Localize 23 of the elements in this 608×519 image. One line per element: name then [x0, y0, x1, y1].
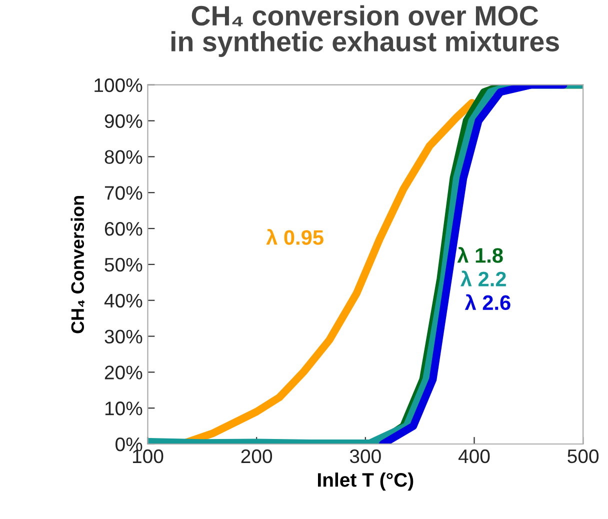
y-tick-label: 70%: [104, 186, 142, 200]
x-tick-label: 500: [568, 449, 599, 464]
x-tick-label: 100: [133, 449, 164, 464]
x-tick-label: 400: [458, 449, 490, 464]
text: λ 0.95: [266, 229, 324, 245]
y-tick-label: 60%: [104, 222, 142, 236]
series-label: λ 1.8: [457, 247, 503, 263]
x-tick-label: 300: [350, 449, 381, 464]
series-label: λ 2.2: [460, 270, 506, 286]
y-tick-label: 40%: [104, 294, 142, 308]
x-axis-title: Inlet T (°C): [318, 472, 414, 491]
y-tick-label: 50%: [104, 258, 142, 272]
y-tick-label: 20%: [104, 366, 142, 380]
series-label: λ 2.6: [464, 294, 510, 310]
y-tick-label: 80%: [104, 150, 142, 164]
y-tick-label: 100%: [94, 78, 142, 92]
y-axis-title: CH₄ Conversion: [70, 196, 84, 334]
x-tick-label: 200: [241, 449, 272, 464]
chart-title: CH₄ conversion over MOC in synthetic exhaust mixtures: [171, 5, 559, 57]
y-tick-label: 10%: [105, 402, 142, 416]
y-tick-label: 90%: [104, 114, 142, 128]
y-tick-label: 0%: [116, 437, 142, 452]
y-tick-label: 30%: [104, 330, 142, 344]
